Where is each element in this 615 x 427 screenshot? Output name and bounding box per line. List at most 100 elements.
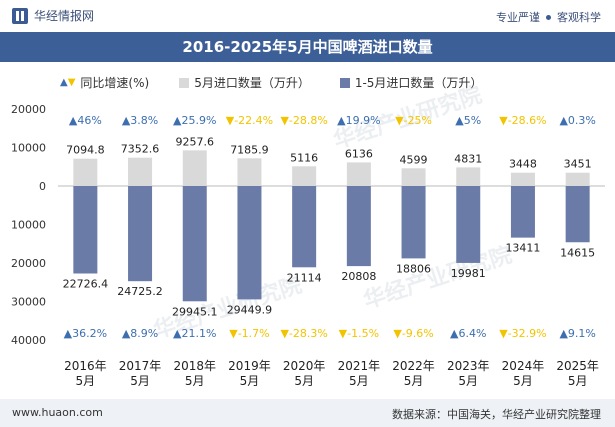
- bar-cumulative: [456, 186, 481, 263]
- bar-cumulative: [401, 186, 426, 259]
- y-tick-label: 10000: [11, 142, 46, 155]
- legend-cumulative-swatch: [339, 77, 350, 88]
- tagline-right: 客观科学: [557, 11, 601, 24]
- tagline-left: 专业严谨: [496, 11, 540, 24]
- down-triangle-icon: ▼: [67, 77, 76, 88]
- yoy-cumulative-label: ▲36.2%: [64, 327, 107, 340]
- yoy-monthly-label: ▼-25%: [395, 114, 432, 127]
- bar-monthly: [292, 166, 317, 186]
- x-tick-label: 2022年 5月: [392, 359, 435, 388]
- legend-cumulative-label: 1-5月进口数量（万升）: [354, 76, 483, 90]
- bar-cumulative-label: 24725.2: [117, 285, 163, 298]
- bar-monthly: [237, 158, 262, 186]
- bar-cumulative: [237, 186, 262, 300]
- yoy-monthly-label: ▼-28.8%: [280, 114, 327, 127]
- bar-cumulative: [128, 186, 153, 282]
- y-tick-label: 20000: [11, 103, 46, 116]
- legend-cumulative: 1-5月进口数量（万升）: [339, 74, 483, 91]
- bar-cumulative-label: 29449.9: [227, 303, 273, 316]
- yoy-monthly-label: ▲25.9%: [173, 114, 216, 127]
- yoy-monthly-label: ▼-28.6%: [499, 114, 546, 127]
- bar-cumulative-label: 21114: [287, 271, 322, 284]
- yoy-cumulative-label: ▲6.4%: [450, 327, 486, 340]
- website-link[interactable]: www.huaon.com: [12, 406, 103, 419]
- legend-yoy: ▲ ▼ 同比增速(%): [60, 74, 149, 91]
- bar-monthly-label: 4831: [454, 152, 482, 165]
- bar-cumulative: [565, 186, 590, 243]
- bar-monthly-label: 6136: [345, 147, 373, 160]
- bar-cumulative: [510, 186, 535, 238]
- bar-cumulative-label: 14615: [560, 246, 595, 259]
- huajing-logo-icon: [12, 7, 28, 24]
- data-source: 数据来源：中国海关，华经产业研究院整理: [392, 408, 601, 421]
- y-tick-label: 10000: [11, 219, 46, 232]
- tagline: 专业严谨 客观科学: [496, 9, 601, 25]
- y-tick-label: 0: [39, 180, 46, 193]
- bar-monthly-label: 7352.6: [121, 143, 160, 156]
- yoy-monthly-label: ▼-22.4%: [226, 114, 273, 127]
- legend: ▲ ▼ 同比增速(%) 5月进口数量（万升） 1-5月进口数量（万升）: [60, 74, 482, 91]
- bar-monthly: [456, 167, 481, 186]
- bar-cumulative-label: 20808: [341, 270, 376, 283]
- x-tick-label: 2023年 5月: [447, 359, 490, 388]
- legend-monthly-swatch: [179, 77, 190, 88]
- x-tick-label: 2016年 5月: [64, 359, 107, 388]
- bar-cumulative-label: 13411: [505, 242, 540, 255]
- bar-cumulative-label: 18806: [396, 262, 431, 275]
- yoy-monthly-label: ▲19.9%: [337, 114, 380, 127]
- yoy-cumulative-label: ▼-1.7%: [229, 327, 269, 340]
- x-tick-label: 2020年 5月: [283, 359, 326, 388]
- bar-cumulative: [182, 186, 207, 302]
- bar-monthly-label: 3448: [509, 158, 537, 171]
- yoy-monthly-label: ▲46%: [69, 114, 102, 127]
- x-tick-label: 2017年 5月: [119, 359, 162, 388]
- bar-cumulative: [346, 186, 371, 267]
- bullet-dot-icon: [546, 14, 551, 20]
- bar-monthly: [346, 162, 371, 186]
- legend-monthly-label: 5月进口数量（万升）: [194, 76, 310, 90]
- legend-monthly: 5月进口数量（万升）: [179, 74, 310, 91]
- y-tick-label: 20000: [11, 257, 46, 270]
- y-tick-label: 30000: [11, 296, 46, 309]
- yoy-cumulative-label: ▼-28.3%: [280, 327, 327, 340]
- bar-cumulative: [73, 186, 98, 274]
- yoy-cumulative-label: ▲8.9%: [122, 327, 158, 340]
- x-tick-label: 2025年 5月: [556, 359, 599, 388]
- yoy-cumulative-label: ▼-9.6%: [393, 327, 433, 340]
- yoy-monthly-label: ▲3.8%: [122, 114, 158, 127]
- yoy-cumulative-label: ▲21.1%: [173, 327, 216, 340]
- site-name: 华经情报网: [34, 9, 95, 23]
- yoy-cumulative-label: ▼-1.5%: [339, 327, 379, 340]
- yoy-cumulative-label: ▼-32.9%: [499, 327, 546, 340]
- y-tick-label: 40000: [11, 334, 46, 347]
- bar-cumulative-label: 19981: [451, 267, 486, 280]
- bar-cumulative-label: 22726.4: [63, 277, 109, 290]
- yoy-monthly-label: ▲5%: [455, 114, 481, 127]
- yoy-cumulative-label: ▲9.1%: [559, 327, 595, 340]
- bar-monthly-label: 5116: [290, 151, 318, 164]
- bar-monthly-label: 3451: [564, 158, 592, 171]
- x-tick-label: 2018年 5月: [173, 359, 216, 388]
- legend-yoy-label: 同比增速(%): [80, 76, 150, 90]
- bar-monthly: [510, 172, 535, 186]
- bar-monthly: [182, 150, 207, 186]
- bar-monthly-label: 4599: [400, 153, 428, 166]
- up-triangle-icon: ▲: [60, 77, 68, 88]
- bar-monthly: [128, 157, 153, 186]
- bar-monthly-label: 9257.6: [176, 135, 215, 148]
- x-tick-label: 2019年 5月: [228, 359, 271, 388]
- top-bar: 华经情报网 专业严谨 客观科学: [0, 0, 615, 32]
- bar-monthly: [565, 172, 590, 186]
- x-tick-label: 2024年 5月: [502, 359, 545, 388]
- bar-cumulative: [292, 186, 317, 268]
- brand[interactable]: 华经情报网: [12, 7, 94, 24]
- x-tick-label: 2021年 5月: [338, 359, 381, 388]
- footer: www.huaon.com 数据来源：中国海关，华经产业研究院整理: [0, 399, 615, 427]
- bar-monthly: [73, 158, 98, 186]
- yoy-monthly-label: ▲0.3%: [559, 114, 595, 127]
- bar-monthly-label: 7185.9: [230, 143, 269, 156]
- chart-title: 2016-2025年5月中国啤酒进口数量: [0, 32, 615, 62]
- bar-monthly-label: 7094.8: [66, 144, 105, 157]
- bar-cumulative-label: 29945.1: [172, 305, 218, 318]
